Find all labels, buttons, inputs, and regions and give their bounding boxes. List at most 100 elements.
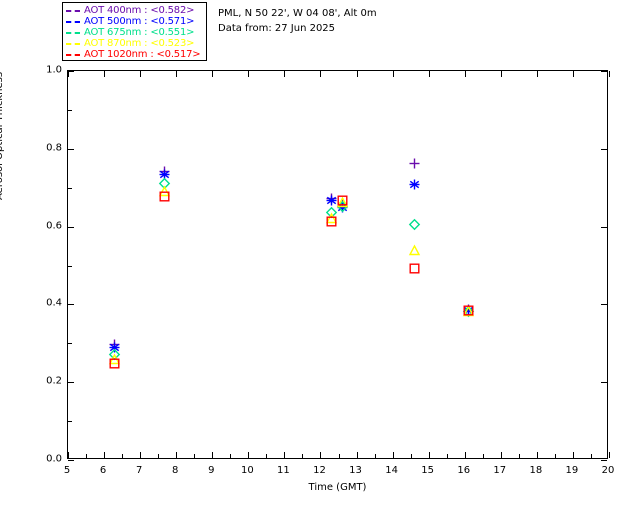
data-point-marker bbox=[159, 169, 170, 180]
x-tick-label: 17 bbox=[493, 465, 507, 476]
data-point-marker bbox=[337, 202, 348, 213]
x-tick bbox=[572, 452, 574, 458]
data-point-marker bbox=[326, 195, 337, 206]
x-tick-top bbox=[104, 71, 106, 77]
data-point-marker bbox=[463, 305, 474, 316]
data-point-marker bbox=[337, 198, 348, 209]
x-tick-label: 18 bbox=[529, 465, 543, 476]
date-line: Data from: 27 Jun 2025 bbox=[218, 23, 336, 34]
x-tick bbox=[248, 452, 250, 458]
y-tick bbox=[68, 148, 74, 150]
x-tick-label: 11 bbox=[277, 465, 290, 476]
y-tick-label: 0.6 bbox=[46, 220, 62, 232]
x-tick-top bbox=[140, 71, 142, 77]
plot-area bbox=[68, 71, 610, 461]
x-tick bbox=[176, 452, 178, 458]
x-minor-tick bbox=[302, 454, 304, 458]
data-point-marker bbox=[109, 339, 120, 350]
x-tick-label: 14 bbox=[385, 465, 398, 476]
x-tick-top bbox=[428, 71, 430, 77]
x-tick-top bbox=[500, 71, 502, 77]
x-tick-top bbox=[536, 71, 538, 77]
x-minor-tick bbox=[194, 454, 196, 458]
x-minor-tick bbox=[338, 454, 340, 458]
data-point-marker bbox=[337, 195, 348, 206]
site-line: PML, N 50 22', W 04 08', Alt 0m bbox=[218, 8, 377, 19]
x-minor-tick bbox=[410, 454, 412, 458]
y-tick-right bbox=[601, 148, 607, 150]
legend: AOT 400nm : <0.582> AOT 500nm : <0.571> AO… bbox=[62, 2, 207, 61]
y-tick bbox=[68, 71, 74, 72]
data-point-marker bbox=[159, 166, 170, 177]
y-tick bbox=[68, 304, 74, 306]
legend-item-870nm[interactable]: AOT 870nm : <0.523> bbox=[63, 38, 206, 49]
x-tick-label: 16 bbox=[457, 465, 471, 476]
legend-line-swatch-icon bbox=[66, 32, 80, 34]
x-tick-label: 19 bbox=[565, 465, 579, 476]
data-point-marker bbox=[463, 304, 474, 315]
x-tick bbox=[428, 452, 430, 458]
legend-item-label: AOT 1020nm : <0.517> bbox=[84, 49, 201, 60]
x-minor-tick bbox=[86, 454, 88, 458]
legend-item-675nm[interactable]: AOT 675nm : <0.551> bbox=[63, 27, 206, 38]
data-point-marker bbox=[109, 353, 121, 365]
x-minor-tick bbox=[446, 454, 448, 458]
legend-item-label: AOT 400nm : <0.582> bbox=[84, 5, 195, 16]
x-tick-label: 9 bbox=[208, 465, 215, 476]
x-tick bbox=[140, 452, 142, 458]
x-minor-tick bbox=[122, 454, 124, 458]
y-minor-tick bbox=[68, 265, 72, 267]
data-point-marker bbox=[325, 212, 337, 224]
y-minor-tick bbox=[68, 421, 72, 423]
x-tick bbox=[212, 452, 214, 458]
x-tick bbox=[104, 452, 106, 458]
y-tick-label: 0.8 bbox=[46, 142, 62, 154]
x-tick-top bbox=[609, 71, 610, 77]
x-tick-top bbox=[356, 71, 358, 77]
y-tick-label: 0.0 bbox=[46, 453, 62, 465]
legend-line-swatch-icon bbox=[66, 21, 80, 23]
legend-item-label: AOT 870nm : <0.523> bbox=[84, 38, 195, 49]
data-point-marker bbox=[336, 196, 348, 208]
x-tick-top bbox=[248, 71, 250, 77]
x-tick-top bbox=[392, 71, 394, 77]
data-point-marker bbox=[159, 191, 170, 202]
x-minor-tick bbox=[230, 454, 232, 458]
data-point-marker bbox=[408, 244, 420, 256]
y-minor-tick bbox=[68, 343, 72, 345]
legend-item-500nm[interactable]: AOT 500nm : <0.571> bbox=[63, 16, 206, 27]
x-minor-tick bbox=[374, 454, 376, 458]
legend-item-1020nm[interactable]: AOT 1020nm : <0.517> bbox=[63, 49, 206, 60]
x-tick bbox=[356, 452, 358, 458]
data-point-marker bbox=[409, 263, 420, 274]
x-tick bbox=[536, 452, 538, 458]
x-minor-tick bbox=[554, 454, 556, 458]
header-annotation: PML, N 50 22', W 04 08', Alt 0m Data fro… bbox=[218, 6, 377, 36]
data-point-marker bbox=[336, 200, 348, 213]
x-tick bbox=[464, 452, 466, 458]
data-point-marker bbox=[158, 185, 171, 197]
data-point-marker bbox=[462, 305, 474, 317]
data-point-marker bbox=[462, 305, 475, 318]
x-tick-label: 12 bbox=[313, 465, 326, 476]
legend-item-label: AOT 675nm : <0.551> bbox=[84, 27, 195, 38]
legend-line-swatch-icon bbox=[66, 54, 80, 56]
data-point-marker bbox=[409, 179, 420, 190]
x-tick-top bbox=[68, 71, 69, 77]
data-point-marker bbox=[158, 177, 171, 189]
x-tick-top bbox=[320, 71, 322, 77]
y-tick-right bbox=[601, 460, 607, 461]
x-tick-label: 6 bbox=[99, 465, 107, 476]
y-tick-right bbox=[601, 382, 607, 384]
legend-item-400nm[interactable]: AOT 400nm : <0.582> bbox=[63, 5, 206, 16]
y-tick bbox=[68, 460, 74, 461]
x-tick bbox=[68, 452, 69, 458]
data-point-marker bbox=[408, 218, 420, 230]
x-tick-label: 5 bbox=[63, 465, 71, 476]
y-tick-right bbox=[601, 226, 607, 228]
x-tick-label: 10 bbox=[240, 465, 254, 476]
x-minor-tick bbox=[590, 454, 592, 458]
y-tick-right bbox=[601, 71, 607, 72]
data-point-marker bbox=[409, 158, 420, 169]
x-tick-label: 8 bbox=[172, 465, 179, 476]
